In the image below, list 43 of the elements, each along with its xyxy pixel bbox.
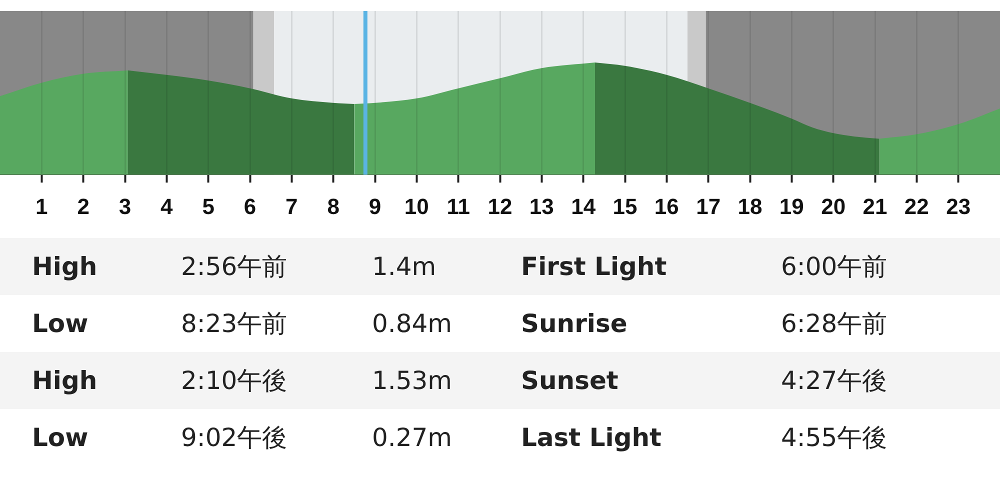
x-tick-label: 17: [696, 194, 721, 219]
text: 2:56午前: [181, 251, 288, 283]
x-tick-label: 3: [118, 194, 132, 219]
x-tick-label: 1: [36, 194, 48, 219]
x-tick-label: 9: [368, 194, 382, 219]
x-tick-label: 4: [160, 194, 174, 219]
text: 9:02午後: [181, 422, 288, 454]
text: 6:28午前: [781, 308, 888, 340]
x-tick-label: 20: [821, 194, 846, 219]
x-tick-label: 23: [946, 194, 971, 219]
x-tick-label: 15: [612, 194, 638, 219]
x-tick-label: 13: [529, 194, 554, 219]
text: Low: [32, 422, 88, 454]
x-tick-label: 2: [77, 194, 90, 219]
x-tick-label: 18: [738, 194, 762, 219]
x-tick-label: 19: [779, 194, 804, 219]
text: 1.4m: [372, 251, 436, 283]
x-tick-label: 7: [286, 194, 298, 219]
x-tick-label: 14: [571, 194, 596, 219]
x-tick-label: 22: [904, 194, 929, 219]
text: Sunset: [521, 365, 618, 397]
text: Low: [32, 308, 88, 340]
x-tick-label: 21: [862, 194, 888, 219]
text: 0.27m: [372, 422, 452, 454]
text: 6:00午前: [781, 251, 888, 283]
text: Sunrise: [521, 308, 628, 340]
x-tick-label: 10: [404, 194, 429, 219]
x-tick-label: 11: [446, 194, 470, 219]
text: 4:27午後: [781, 365, 888, 397]
x-tick-label: 5: [202, 194, 214, 219]
text: 4:55午後: [781, 422, 888, 454]
text: 2:10午後: [181, 365, 288, 397]
text: 0.84m: [372, 308, 452, 340]
text: First Light: [521, 251, 667, 283]
x-tick-label: 6: [244, 194, 256, 219]
x-tick-label: 16: [654, 194, 679, 219]
x-tick-label: 12: [488, 194, 512, 219]
text: High: [32, 251, 98, 283]
text: 8:23午前: [181, 308, 288, 340]
text: Last Light: [521, 422, 662, 454]
text: High: [32, 365, 98, 397]
text: 1.53m: [372, 365, 452, 397]
x-tick-label: 8: [327, 194, 340, 219]
